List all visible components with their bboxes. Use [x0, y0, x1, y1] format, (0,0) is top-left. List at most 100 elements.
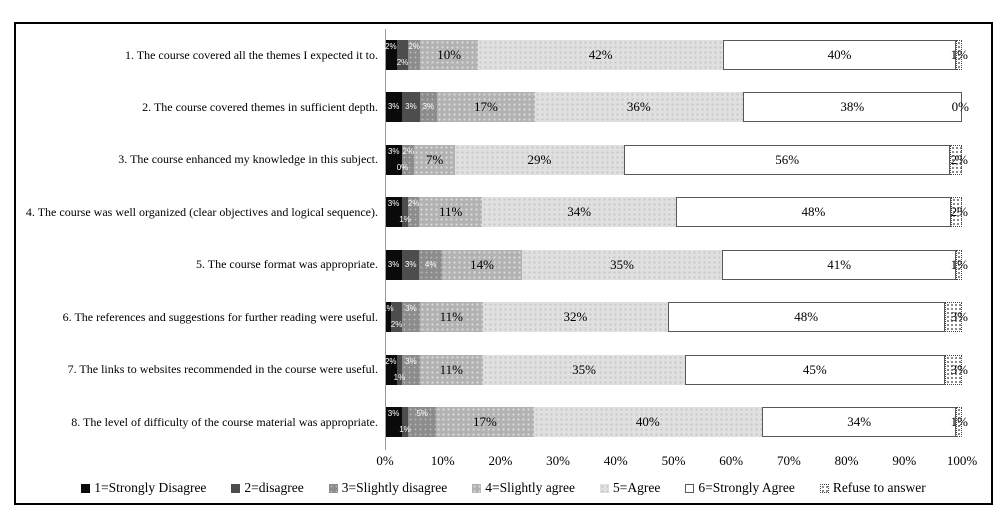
segment-value-label: 3%: [950, 309, 968, 325]
legend: 1=Strongly Disagree 2=disagree 3=Slightly …: [16, 480, 991, 496]
segment-value-label: 3%: [404, 259, 417, 269]
bar-segment-refuse-to-answer: 2%: [950, 197, 968, 228]
legend-marker-icon: [599, 483, 609, 493]
segment-value-label: 1%: [399, 425, 411, 434]
segment-value-label: 1%: [399, 215, 411, 225]
legend-label: 2=disagree: [244, 480, 304, 495]
bar-segment-6-strongly-agree: 48%: [667, 302, 945, 333]
row-label: 6. The references and suggestions for fu…: [62, 309, 378, 324]
x-tick-label: 0%: [376, 453, 394, 468]
segment-value-label: 11%: [438, 204, 463, 220]
stacked-bar: 3% 3% 3% 17% 36% 38% 0%: [385, 92, 969, 123]
segment-value-label: 11%: [439, 361, 463, 377]
bar-segment-5-agree: 42%: [478, 40, 724, 70]
bar-segment-3-slightly-disagree: 2%: [408, 40, 420, 70]
legend-marker-icon: [328, 483, 338, 493]
row-label: 4. The course was well organized (clear …: [25, 204, 378, 219]
segment-value-label: 3%: [387, 146, 400, 156]
stacked-bar: 3% 1% 5% 17% 40% 34% 1%: [385, 407, 968, 437]
segment-value-label: 1%: [393, 372, 406, 382]
bar-segment-1-strongly-disagree: 2%: [385, 40, 397, 70]
bar-segment-2-disagree: 1%: [399, 407, 411, 437]
segment-value-label: 34%: [567, 204, 592, 220]
bar-segment-6-strongly-agree: 38%: [742, 92, 962, 123]
bar-segment-refuse-to-answer: 2%: [950, 144, 968, 175]
bar-segment-refuse-to-answer: 3%: [944, 302, 968, 333]
bar-segment-refuse-to-answer: 1%: [951, 407, 968, 437]
segment-value-label: 40%: [827, 47, 852, 62]
stacked-bar: 2% 2% 2% 10% 42% 40% 1%: [385, 40, 968, 70]
legend-marker-icon: [231, 483, 241, 493]
bar-segment-4-slightly-agree: 10%: [419, 40, 479, 70]
stacked-bar: 3% 3% 4% 14% 35% 41% 1%: [385, 249, 968, 280]
legend-label: 1=Strongly Disagree: [94, 480, 207, 495]
chart-row: 5. The course format was appropriate. 3% 3…: [16, 249, 991, 280]
segment-value-label: 5%: [416, 409, 428, 418]
bar-segment-5-agree: 35%: [522, 249, 722, 280]
x-tick-label: 70%: [776, 453, 801, 468]
x-tick-label: 40%: [603, 453, 628, 468]
segment-value-label: 1%: [950, 256, 968, 272]
segment-value-label: 3%: [405, 102, 417, 112]
legend-item: 4=Slightly agree: [472, 480, 575, 496]
bar-segment-5-agree: 29%: [454, 144, 624, 175]
bar-segment-3-slightly-disagree: 3%: [402, 354, 420, 385]
legend-label: Refuse to answer: [832, 480, 926, 495]
segment-value-label: 2%: [950, 204, 968, 220]
segment-value-label: 2%: [407, 199, 420, 209]
segment-value-label: 38%: [840, 99, 865, 115]
bar-segment-2-disagree: 1%: [399, 197, 411, 228]
legend-item: 6=Strongly Agree: [685, 480, 795, 496]
segment-value-label: 0%: [951, 99, 969, 115]
bar-segment-refuse-to-answer: 1%: [951, 40, 968, 70]
legend-label: 6=Strongly Agree: [698, 480, 795, 495]
segment-value-label: 2%: [396, 58, 409, 67]
segment-value-label: 40%: [635, 414, 660, 429]
stacked-bar: 1% 2% 3% 11% 32% 48% 3%: [382, 302, 968, 333]
segment-value-label: 1%: [950, 47, 968, 62]
bar-segment-2-disagree: 1%: [393, 354, 406, 385]
bar-segment-6-strongly-agree: 40%: [723, 40, 957, 70]
segment-value-label: 2%: [384, 356, 397, 366]
segment-value-label: 35%: [610, 256, 634, 272]
chart-row: 3. The course enhanced my knowledge in t…: [16, 144, 991, 175]
segment-value-label: 3%: [387, 259, 400, 269]
legend-marker-icon: [472, 483, 482, 493]
bar-segment-3-slightly-disagree: 3%: [402, 302, 420, 333]
segment-value-label: 4%: [424, 259, 437, 269]
bar-segment-2-disagree: 3%: [402, 249, 420, 280]
bar-segment-6-strongly-agree: 34%: [762, 407, 957, 437]
bar-segment-1-strongly-disagree: 3%: [385, 92, 403, 123]
segment-value-label: 11%: [439, 309, 463, 325]
bar-segment-6-strongly-agree: 56%: [623, 144, 951, 175]
bar-segment-2-disagree: 3%: [402, 92, 420, 123]
legend-item: 3=Slightly disagree: [328, 480, 447, 496]
segment-value-label: 42%: [588, 47, 613, 62]
segment-value-label: 48%: [794, 309, 819, 325]
segment-value-label: 34%: [847, 414, 872, 429]
segment-value-label: 3%: [387, 199, 400, 209]
row-label: 7. The links to websites recommended in …: [67, 362, 378, 377]
bar-segment-6-strongly-agree: 45%: [685, 354, 945, 385]
bar-segment-1-strongly-disagree: 1%: [382, 302, 394, 333]
bar-segment-1-strongly-disagree: 3%: [385, 407, 403, 437]
bar-segment-5-agree: 36%: [534, 92, 743, 123]
segment-value-label: 10%: [437, 47, 462, 62]
bar-segment-1-strongly-disagree: 2%: [384, 354, 397, 385]
segment-value-label: 3%: [405, 304, 417, 314]
bar-segment-4-slightly-agree: 11%: [419, 197, 483, 228]
chart-row: 7. The links to websites recommended in …: [16, 354, 991, 385]
chart-row: 2. The course covered themes in sufficie…: [16, 92, 991, 123]
row-label: 8. The level of difficulty of the course…: [71, 414, 378, 429]
segment-value-label: 2%: [390, 320, 403, 330]
segment-value-label: 14%: [470, 256, 494, 272]
bar-segment-4-slightly-agree: 17%: [436, 92, 535, 123]
bar-segment-3-slightly-disagree: 2%: [407, 197, 420, 228]
bar-segment-3-slightly-disagree: 3%: [419, 92, 437, 123]
chart-row: 4. The course was well organized (clear …: [16, 197, 991, 228]
segment-value-label: 32%: [563, 309, 588, 325]
row-label: 2. The course covered themes in sufficie…: [142, 99, 378, 114]
x-tick-label: 20%: [488, 453, 513, 468]
stacked-bar: 2% 1% 3% 11% 35% 45% 3%: [384, 354, 968, 385]
segment-value-label: 7%: [425, 151, 444, 167]
